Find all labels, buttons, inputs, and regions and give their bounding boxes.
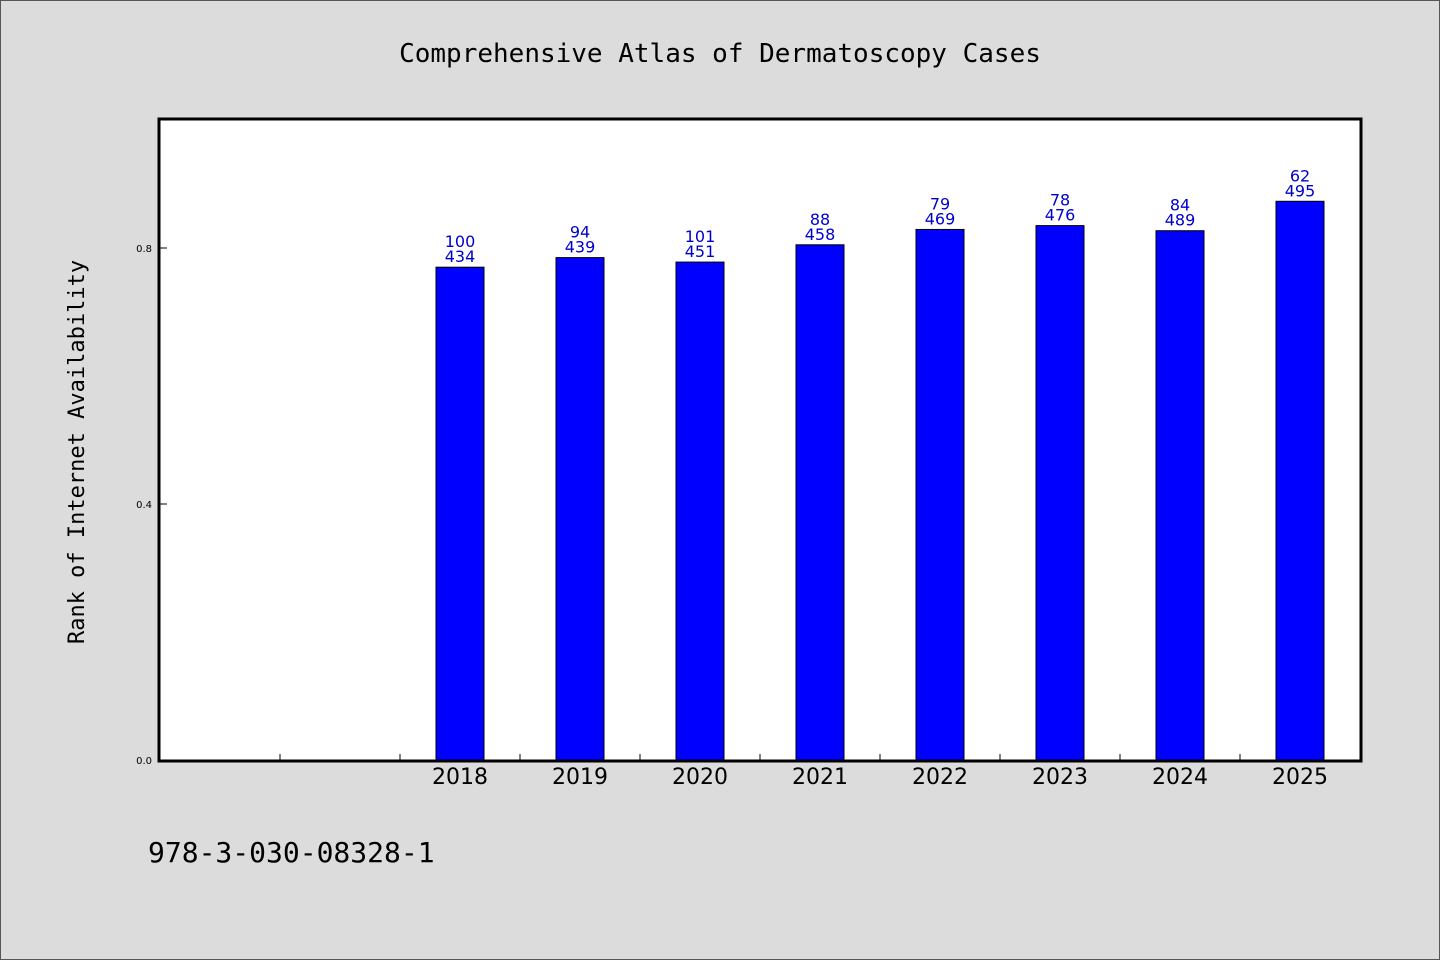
bar-label-top: 101: [685, 227, 716, 246]
bar-2025: [1275, 200, 1325, 761]
bar-label-bottom: 458: [805, 225, 836, 244]
bar-2024: [1155, 230, 1205, 761]
bar-label-bottom: 489: [1165, 211, 1196, 230]
x-tick-label: 2021: [792, 765, 848, 790]
y-tick-label: 0.4: [136, 500, 152, 511]
y-tick-label: 0.0: [136, 756, 152, 767]
x-tick-label: 2025: [1272, 765, 1328, 790]
x-tick-label: 2023: [1032, 765, 1088, 790]
bar-2023: [1035, 225, 1085, 761]
bar-2021: [795, 244, 845, 761]
bar-label-bottom: 434: [445, 247, 476, 266]
bar-label-top: 94: [570, 223, 590, 242]
bar-label-bottom: 495: [1285, 181, 1316, 200]
chart-title: Comprehensive Atlas of Dermatoscopy Case…: [399, 39, 1041, 69]
bar-label-top: 62: [1290, 166, 1310, 185]
x-tick-label: 2022: [912, 765, 968, 790]
bar-2022: [915, 228, 965, 761]
x-tick-label: 2018: [432, 765, 488, 790]
bar-label-bottom: 451: [685, 242, 716, 261]
bar-label-bottom: 469: [925, 209, 956, 228]
bar-label-bottom: 439: [565, 238, 596, 257]
y-tick-label: 0.8: [136, 244, 152, 255]
bar-label-top: 78: [1050, 191, 1070, 210]
bar-label-top: 84: [1170, 196, 1190, 215]
x-tick-label: 2024: [1152, 765, 1208, 790]
footnote-isbn: 978-3-030-08328-1: [148, 836, 435, 869]
bar-label-top: 100: [445, 232, 476, 251]
bar-label-bottom: 476: [1045, 206, 1076, 225]
x-tick-label: 2019: [552, 765, 608, 790]
bar-2020: [675, 261, 725, 761]
bar-2019: [555, 257, 605, 761]
y-axis-label: Rank of Internet Availability: [65, 260, 90, 644]
bar-2018: [435, 266, 485, 761]
bar-label-top: 88: [810, 210, 830, 229]
x-tick-label: 2020: [672, 765, 728, 790]
bar-label-top: 79: [930, 194, 950, 213]
